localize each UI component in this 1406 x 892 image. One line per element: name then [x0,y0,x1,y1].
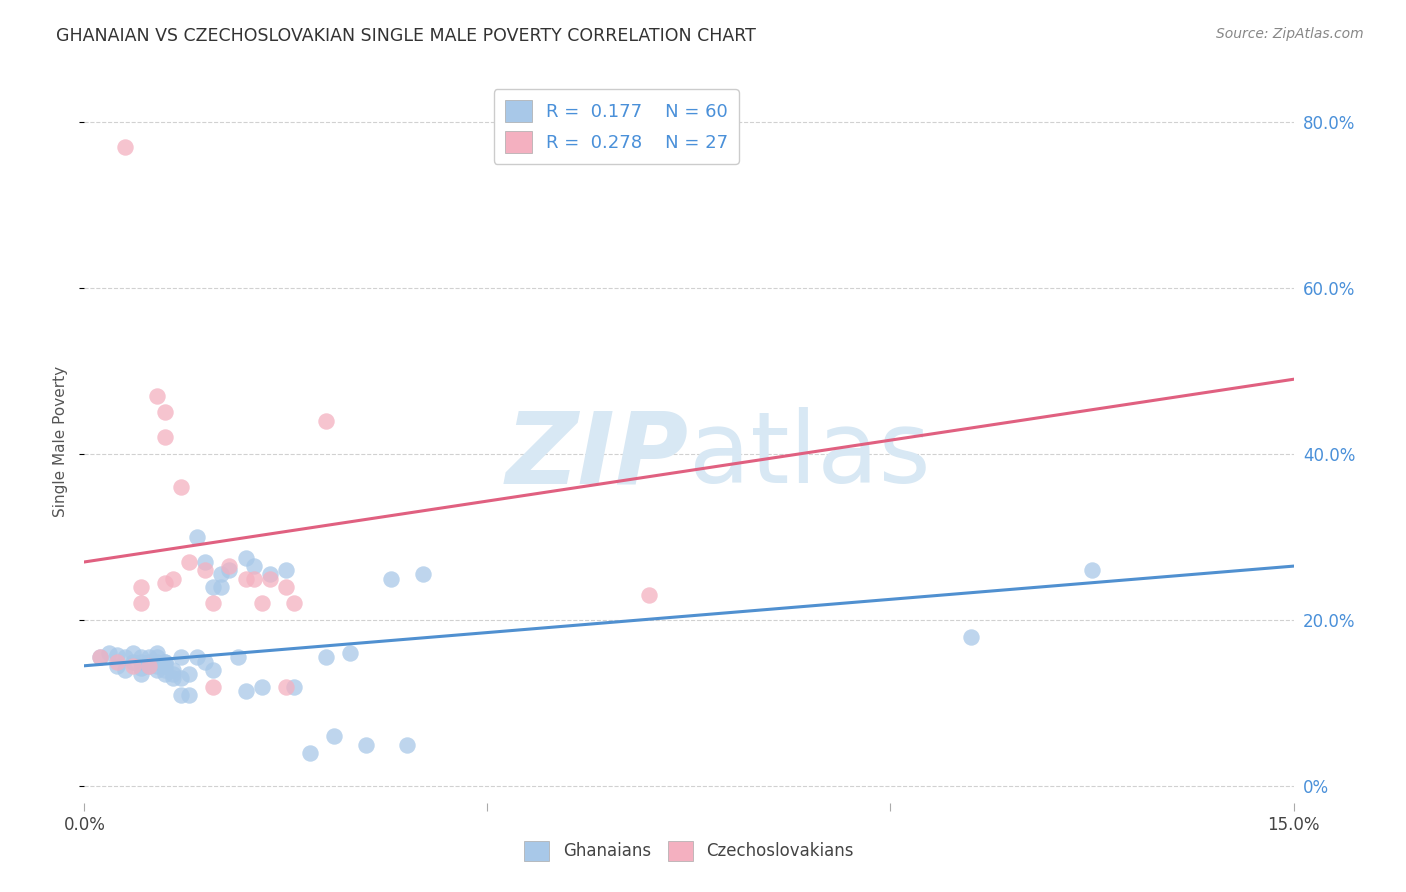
Point [97,646,120,660]
Point [153,655,176,669]
Point [170,688,193,702]
Point [138,658,160,673]
Point [218,563,240,577]
Text: ZIP: ZIP [506,408,689,505]
Point [153,575,176,590]
Point [162,671,184,685]
Point [194,555,217,569]
Point [121,646,143,660]
Point [283,680,305,694]
Point [179,688,201,702]
Point [395,738,418,752]
Point [299,746,322,760]
Point [259,572,281,586]
Legend: Ghanaians, Czechoslovakians: Ghanaians, Czechoslovakians [517,834,860,868]
Point [315,650,337,665]
Point [323,730,346,744]
Text: atlas: atlas [689,408,931,505]
Point [89,650,111,665]
Point [209,580,232,594]
Point [121,658,143,673]
Point [339,646,361,660]
Point [186,530,208,544]
Point [202,680,225,694]
Point [162,667,184,681]
Point [114,663,136,677]
Point [129,580,152,594]
Point [89,650,111,665]
Point [1081,563,1104,577]
Point [129,597,152,611]
Point [138,658,160,673]
Point [235,550,257,565]
Point [242,572,264,586]
Point [242,559,264,574]
Point [105,655,128,669]
Point [170,480,193,494]
Point [146,658,169,673]
Point [226,650,249,665]
Point [162,572,184,586]
Point [250,597,273,611]
Point [637,588,659,602]
Text: Source: ZipAtlas.com: Source: ZipAtlas.com [1216,27,1364,41]
Point [960,630,983,644]
Point [153,430,176,444]
Point [105,648,128,662]
Point [146,650,169,665]
Point [153,663,176,677]
Point [218,559,240,574]
Point [170,671,193,685]
Point [235,572,257,586]
Point [412,567,434,582]
Point [138,655,160,669]
Point [186,650,208,665]
Point [146,389,169,403]
Point [146,646,169,660]
Point [250,680,273,694]
Point [202,597,225,611]
Point [274,580,297,594]
Point [356,738,378,752]
Point [380,572,402,586]
Point [179,667,201,681]
Point [274,680,297,694]
Point [129,650,152,665]
Point [162,663,184,677]
Point [202,580,225,594]
Point [194,563,217,577]
Point [170,650,193,665]
Point [121,655,143,669]
Text: GHANAIAN VS CZECHOSLOVAKIAN SINGLE MALE POVERTY CORRELATION CHART: GHANAIAN VS CZECHOSLOVAKIAN SINGLE MALE … [56,27,756,45]
Point [194,655,217,669]
Point [315,414,337,428]
Y-axis label: Single Male Poverty: Single Male Poverty [53,366,69,517]
Point [202,663,225,677]
Point [129,661,152,675]
Point [259,567,281,582]
Point [209,567,232,582]
Point [153,655,176,669]
Point [129,655,152,669]
Point [146,655,169,669]
Point [129,667,152,681]
Point [235,683,257,698]
Point [153,667,176,681]
Point [179,555,201,569]
Point [105,658,128,673]
Point [114,650,136,665]
Point [153,658,176,673]
Point [283,597,305,611]
Point [114,139,136,153]
Point [153,405,176,419]
Point [146,663,169,677]
Point [138,650,160,665]
Point [274,563,297,577]
